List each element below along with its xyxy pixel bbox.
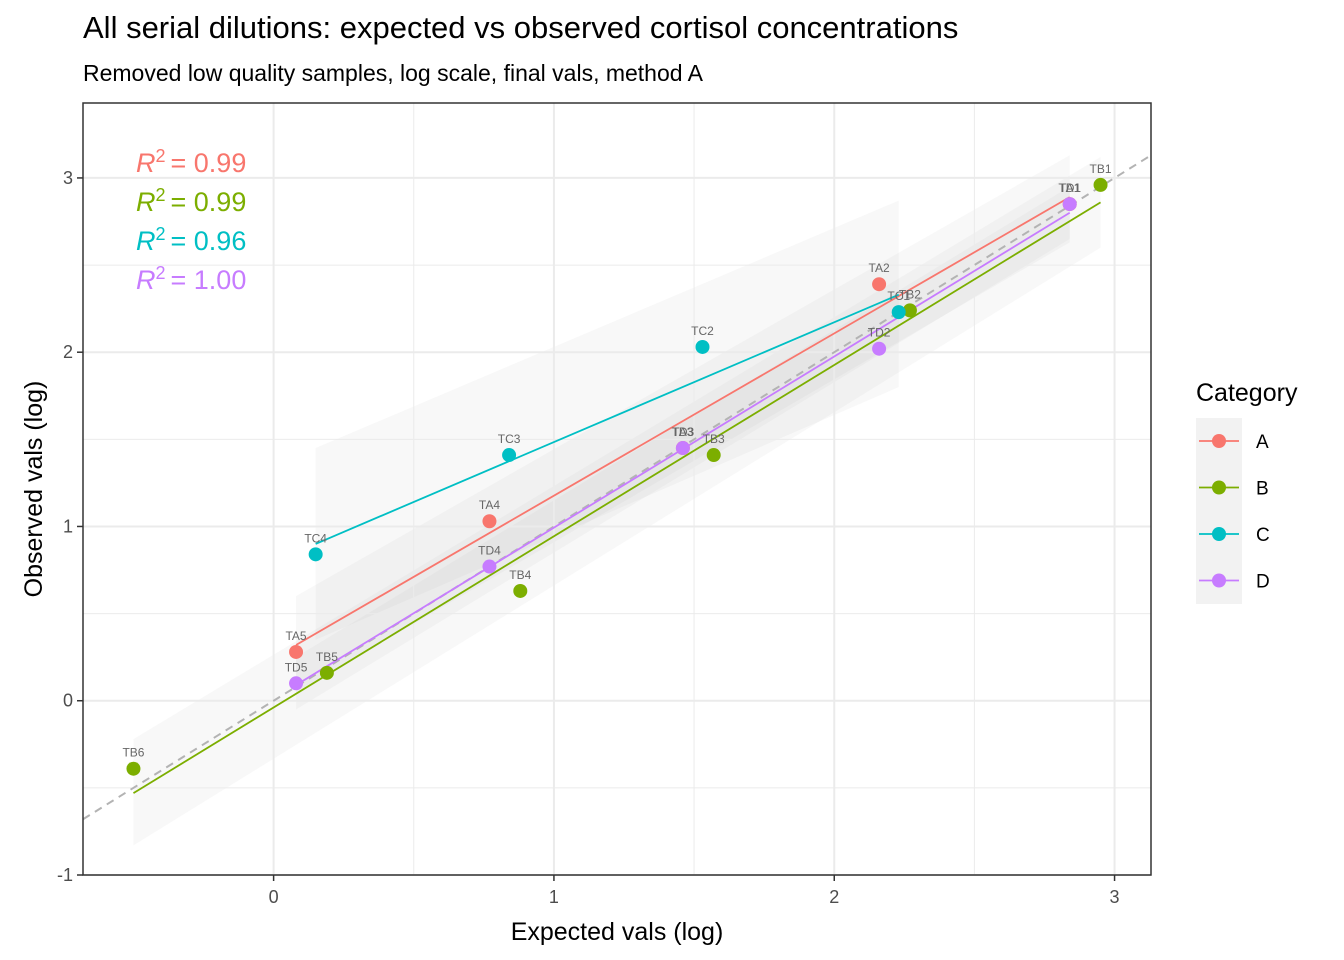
data-point-tc3 — [502, 448, 517, 463]
data-point-td1 — [1062, 197, 1077, 212]
data-marks: TA1 TA2 TA3 TA4 TA5 TB1 TB2 TB3 TB4 TB5 TB6 TC1 TC2 T… — [83, 146, 1151, 821]
data-point-td3 — [675, 441, 690, 456]
data-point-tb3 — [706, 448, 721, 463]
point-label-td2: TD2 — [868, 326, 891, 340]
point-label-tb1: TB1 — [1090, 162, 1112, 176]
point-label-td5: TD5 — [285, 660, 308, 674]
data-point-tc1 — [891, 305, 906, 320]
point-label-ta4: TA4 — [479, 498, 500, 512]
legend-point-d — [1212, 573, 1226, 588]
x-tick-label: 0 — [269, 887, 279, 907]
axes: 0 1 2 3 -1 0 1 2 3 Expected vals (log) Observed va… — [20, 168, 1120, 946]
confidence-band-b — [133, 157, 1101, 846]
point-label-tb4: TB4 — [509, 568, 531, 582]
data-point-ta4 — [482, 514, 497, 529]
legend-point-a — [1212, 434, 1226, 448]
data-point-tc4 — [308, 547, 323, 562]
x-tick-label: 1 — [549, 887, 559, 907]
data-point-tb6 — [126, 761, 141, 776]
legend-label-a: A — [1256, 432, 1269, 453]
chart-subtitle: Removed low quality samples, log scale, … — [83, 60, 704, 86]
point-label-tb3: TB3 — [703, 432, 725, 446]
y-axis-title: Observed vals (log) — [20, 381, 48, 598]
point-label-tb6: TB6 — [122, 746, 144, 760]
point-label-tc1: TC1 — [887, 289, 910, 303]
legend-point-c — [1212, 527, 1226, 541]
data-point-tc2 — [695, 339, 710, 354]
data-point-ta2 — [872, 277, 887, 292]
point-label-td4: TD4 — [478, 544, 501, 558]
y-tick-label: 1 — [63, 516, 73, 536]
point-label-tb5: TB5 — [316, 650, 338, 664]
y-tick-label: 0 — [63, 691, 73, 711]
point-label-tc4: TC4 — [304, 531, 327, 545]
point-label-ta2: TA2 — [869, 261, 890, 275]
y-tick-label: -1 — [57, 865, 73, 885]
x-tick-label: 3 — [1110, 887, 1120, 907]
panel-frame — [82, 102, 1152, 876]
legend-point-b — [1212, 480, 1226, 495]
point-label-tb2: TB2 — [899, 287, 921, 301]
point-label-tc3: TC3 — [498, 432, 521, 446]
data-point-ta5 — [289, 644, 304, 659]
panel-border — [82, 102, 1152, 876]
x-tick-label: 2 — [829, 887, 839, 907]
point-label-ta1: TA1 — [1059, 181, 1080, 195]
point-label-td1: TD1 — [1058, 181, 1081, 195]
legend-key-background — [1196, 418, 1242, 604]
chart-title: All serial dilutions: expected vs observ… — [83, 10, 959, 45]
fit-line-c — [315, 293, 900, 545]
fit-line-a — [295, 196, 1071, 646]
y-tick-label: 2 — [63, 342, 73, 362]
point-label-ta5: TA5 — [285, 629, 306, 643]
data-point-tb4 — [513, 583, 528, 598]
y-tick-label: 3 — [63, 168, 73, 188]
data-point-td2 — [872, 341, 887, 356]
data-point-tb1 — [1093, 177, 1108, 192]
x-axis-title: Expected vals (log) — [511, 918, 724, 946]
r-squared-label-b: R2 = 0.99 — [136, 185, 246, 217]
r-squared-label-a: R2 = 0.99 — [136, 146, 246, 178]
legend-label-c: C — [1256, 525, 1270, 546]
fit-line-b — [132, 201, 1102, 794]
data-point-tb5 — [319, 665, 334, 680]
data-point-tb2 — [902, 303, 917, 318]
point-label-td3: TD3 — [672, 425, 695, 439]
data-point-td5 — [289, 676, 304, 691]
data-point-td4 — [482, 559, 497, 574]
r-squared-label-d: R2 = 1.00 — [136, 263, 246, 295]
legend: Category A B C D — [1196, 379, 1298, 604]
legend-title: Category — [1196, 379, 1298, 407]
legend-label-d: D — [1256, 572, 1270, 593]
legend-label-b: B — [1256, 479, 1269, 500]
point-label-tc2: TC2 — [691, 324, 714, 338]
point-label-ta3: TA3 — [672, 425, 693, 439]
r-squared-label-c: R2 = 0.96 — [136, 224, 246, 256]
